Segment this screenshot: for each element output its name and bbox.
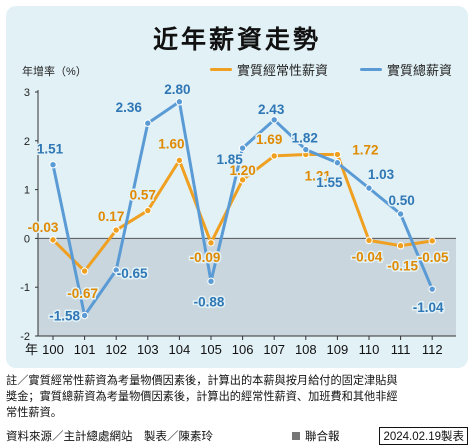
x-tick-label: 102 xyxy=(105,342,127,357)
data-point xyxy=(365,184,373,192)
legend-label-regular-wage: 實質經常性薪資 xyxy=(237,63,329,78)
y-tick-label: 3 xyxy=(24,87,30,99)
x-tick-label: 112 xyxy=(422,342,443,357)
publisher-name: 聯合報 xyxy=(305,431,340,443)
data-point xyxy=(270,152,278,160)
y-axis-label: 年增率（%） xyxy=(22,66,87,78)
note-line: 獎金；實質總薪資為考量物價因素後，計算出的經常性薪資、加班費和其他非經 xyxy=(6,391,398,403)
data-label: 1.03 xyxy=(368,167,395,182)
data-label: -0.88 xyxy=(194,294,225,309)
y-tick-label: 2 xyxy=(24,136,30,148)
data-label: -0.15 xyxy=(387,259,418,274)
note-line: 註／實質經常性薪資為考量物價因素後，計算出的本薪與按月給付的固定津貼與 xyxy=(6,375,398,387)
legend-swatch-blue xyxy=(360,68,382,71)
data-point xyxy=(80,311,89,320)
data-label: 0.17 xyxy=(98,209,124,224)
data-point xyxy=(144,206,152,215)
legend-label-total-wage: 實質總薪資 xyxy=(387,63,453,78)
data-point xyxy=(80,267,89,275)
data-point xyxy=(175,98,184,106)
data-point xyxy=(365,236,373,245)
publisher: 聯合報 xyxy=(292,428,340,444)
line-chart: 3 2 1 0 -1 -2年 100 101 102 103 104 105 106 107 108 109 1… xyxy=(20,80,456,357)
y-tick-label: -1 xyxy=(20,282,30,294)
data-label: 1.82 xyxy=(292,131,318,146)
legend-item-regular-wage: 實質經常性薪資 xyxy=(210,60,328,79)
chart-title: 近年薪資走勢 xyxy=(152,26,321,54)
data-point xyxy=(428,237,436,245)
x-tick-label: 111 xyxy=(391,342,411,357)
legend-item-total-wage: 實質總薪資 xyxy=(360,60,452,79)
data-label: 1.85 xyxy=(216,152,243,167)
y-tick-label: 1 xyxy=(24,185,30,197)
x-tick-label: 100 xyxy=(42,342,64,357)
x-tick-label: 106 xyxy=(232,342,254,357)
data-label: -0.09 xyxy=(190,250,221,265)
data-point xyxy=(144,119,152,127)
data-label: 1.60 xyxy=(158,136,184,151)
data-point xyxy=(112,226,120,234)
data-label: 2.80 xyxy=(164,82,190,97)
data-point xyxy=(49,236,57,244)
data-label: 2.36 xyxy=(116,100,143,115)
data-label: -1.04 xyxy=(413,300,444,315)
data-point xyxy=(396,210,405,218)
data-point xyxy=(302,145,310,154)
data-label: 0.50 xyxy=(388,193,414,208)
footnotes: 註／實質經常性薪資為考量物價因素後，計算出的本薪與按月給付的固定津貼與 獎金；實… xyxy=(6,373,468,421)
data-label: 1.72 xyxy=(352,142,378,157)
data-point xyxy=(238,144,247,152)
data-point xyxy=(333,150,342,159)
x-tick-label: 107 xyxy=(263,342,285,357)
data-point xyxy=(396,242,405,250)
data-label: -0.03 xyxy=(28,220,59,235)
x-axis-prefix: 年 xyxy=(25,342,38,357)
source-credit: 資料來源／主計總處網站 製表／陳素玲 xyxy=(6,431,213,443)
data-label: -0.65 xyxy=(117,266,148,281)
x-tick-label: 103 xyxy=(137,342,159,357)
footer: 資料來源／主計總處網站 製表／陳素玲 聯合報 2024.02.19製表 xyxy=(6,427,468,445)
data-point xyxy=(49,161,57,169)
data-point xyxy=(238,176,247,184)
data-label: 2.43 xyxy=(258,102,285,117)
data-point xyxy=(207,277,215,286)
data-label: 1.20 xyxy=(229,163,255,178)
data-label: 1.21 xyxy=(305,168,332,183)
x-tick-label: 108 xyxy=(295,342,317,357)
data-label: -0.67 xyxy=(67,286,98,301)
y-tick-label: -2 xyxy=(20,331,30,343)
data-label: 1.69 xyxy=(256,132,282,147)
data-label: -0.05 xyxy=(418,250,449,265)
data-point xyxy=(175,156,184,165)
data-point xyxy=(270,116,278,124)
data-point xyxy=(428,285,436,293)
data-label: -0.04 xyxy=(352,249,383,264)
x-tick-label: 110 xyxy=(359,342,380,357)
x-tick-label: 101 xyxy=(74,342,96,357)
legend-swatch-orange xyxy=(210,68,232,71)
data-label: 1.51 xyxy=(37,142,64,157)
data-label: -1.58 xyxy=(49,309,80,324)
data-point xyxy=(207,239,215,247)
y-tick-label: 0 xyxy=(24,233,30,245)
data-label: 0.57 xyxy=(130,188,156,203)
data-point xyxy=(112,266,120,274)
data-label: 1.55 xyxy=(316,175,343,190)
x-tick-label: 104 xyxy=(169,342,191,357)
x-tick-label: 105 xyxy=(200,342,222,357)
data-point xyxy=(333,159,342,167)
x-tick-label: 109 xyxy=(327,342,349,357)
publisher-square-icon xyxy=(292,432,300,440)
negative-region xyxy=(38,238,456,336)
note-line: 常性薪資。 xyxy=(6,407,62,419)
date-stamp: 2024.02.19製表 xyxy=(379,427,468,445)
